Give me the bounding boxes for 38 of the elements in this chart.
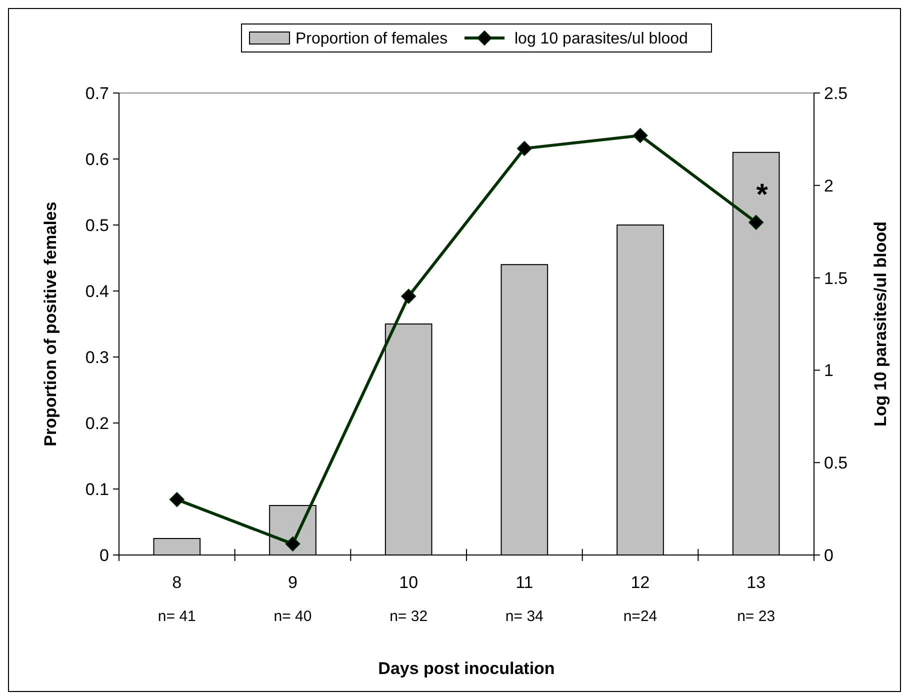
x-tick-label: 13	[746, 573, 766, 592]
x-tick-label: 11	[516, 573, 534, 592]
y2-tick-label: 0.5	[824, 454, 848, 473]
point	[632, 128, 648, 144]
annotation: *	[756, 178, 768, 212]
y2-tick-label: 1.5	[824, 268, 848, 288]
text: n= 40	[274, 608, 312, 625]
x-tick-label: 10	[399, 573, 418, 592]
y-tick-label: 0.6	[85, 150, 109, 169]
y-axis-title: Proportion of positive females	[41, 202, 60, 446]
y-tick-label: 0.1	[85, 480, 109, 499]
y2-tick-label: 2	[824, 176, 834, 196]
x-tick-label: 12	[630, 573, 650, 592]
y-tick-label: 0.3	[85, 348, 109, 367]
point	[285, 536, 300, 552]
y-tick-label: 0.5	[85, 216, 109, 235]
legend-label: log 10 parasites/ul blood	[514, 30, 688, 48]
legend-label: Proportion of females	[296, 30, 448, 48]
text: n= 41	[158, 608, 196, 625]
x-axis-title: Days post inoculation	[378, 659, 555, 678]
x-tick-label: 8	[172, 573, 182, 592]
y-tick-label: 0.2	[85, 414, 109, 433]
x-tick-label: 9	[288, 573, 298, 592]
text: n= 23	[737, 608, 776, 625]
y-tick-label: 0	[100, 546, 109, 565]
point	[516, 140, 532, 156]
y2-tick-label: 0	[824, 546, 834, 565]
point	[401, 288, 416, 304]
y-tick-label: 0.7	[85, 84, 109, 103]
y2-tick-label: 2.5	[824, 84, 848, 103]
text: n= 32	[390, 608, 428, 625]
text: n=24	[623, 608, 658, 625]
point	[748, 214, 764, 230]
y2-tick-label: 1	[824, 361, 834, 380]
text: n= 34	[505, 608, 544, 625]
y-tick-label: 0.4	[85, 282, 109, 301]
y2-axis-title: Log 10 parasites/ul blood	[871, 222, 890, 426]
point	[169, 492, 184, 508]
